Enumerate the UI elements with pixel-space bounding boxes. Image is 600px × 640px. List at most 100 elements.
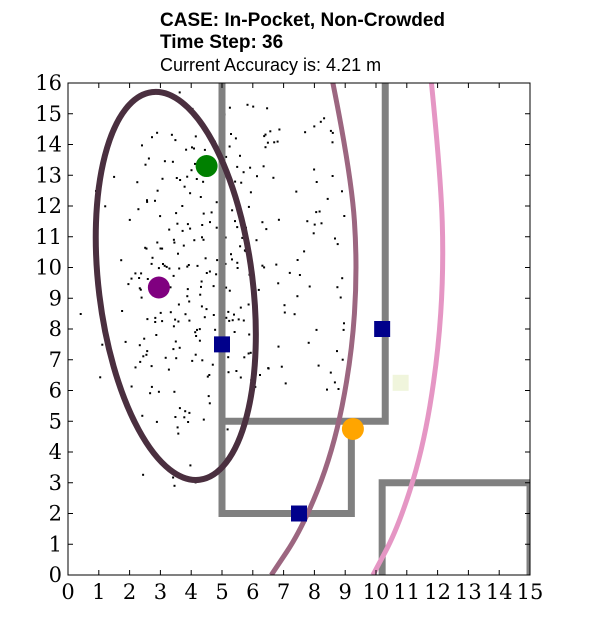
particle-point: [146, 278, 149, 280]
x-tick-label: 0: [61, 580, 74, 604]
particle-point: [225, 316, 228, 319]
x-tick-label: 3: [154, 580, 167, 604]
particle-point: [209, 221, 211, 224]
particle-point: [186, 175, 189, 178]
particle-point: [159, 215, 162, 218]
particle-point: [185, 148, 188, 151]
y-tick-label: 12: [35, 194, 62, 218]
particle-point: [194, 162, 196, 165]
particle-point: [336, 243, 339, 246]
particle-point: [298, 274, 301, 276]
particle-point: [242, 319, 245, 322]
particle-point: [184, 313, 187, 316]
particle-point: [186, 288, 189, 291]
particle-point: [201, 359, 204, 362]
particle-point: [168, 228, 171, 231]
particle-point: [184, 410, 187, 413]
particle-point: [163, 264, 166, 267]
particle-point: [188, 411, 191, 414]
particle-point: [208, 270, 211, 273]
particle-point: [177, 320, 180, 323]
particle-point: [172, 348, 175, 351]
particle-point: [243, 356, 246, 359]
purple-marker: [147, 276, 170, 299]
particle-point: [202, 212, 205, 215]
wall-main-corridor: [218, 83, 389, 425]
particle-point: [329, 129, 332, 132]
particle-point: [198, 328, 201, 331]
particle-point: [234, 220, 236, 223]
particle-point: [312, 232, 315, 235]
particle-point: [145, 353, 148, 356]
particle-point: [252, 105, 255, 108]
particle-point: [175, 177, 178, 179]
particle-point: [172, 238, 175, 241]
particle-point: [333, 381, 336, 384]
particle-point: [230, 253, 232, 256]
particle-point: [288, 271, 291, 274]
particle-point: [150, 385, 153, 388]
particle-point: [174, 318, 177, 321]
green-marker: [195, 155, 218, 178]
y-tick-label: 14: [35, 133, 62, 157]
plot-area: [79, 83, 530, 575]
particle-point: [236, 226, 239, 229]
particle-point: [296, 295, 299, 298]
particle-point: [236, 261, 239, 264]
arc-mauve: [269, 83, 359, 575]
particle-point: [186, 295, 189, 298]
particle-point: [163, 160, 166, 163]
particle-point: [146, 200, 149, 203]
particle-point: [315, 328, 318, 331]
particle-point: [331, 131, 334, 134]
particle-point: [215, 226, 218, 229]
y-tick-label: 0: [49, 563, 62, 587]
y-tick-label: 10: [35, 256, 62, 280]
particle-point: [207, 395, 210, 398]
particle-point: [203, 148, 206, 151]
particle-point: [214, 328, 217, 331]
y-tick-label: 15: [35, 102, 62, 126]
particle-point: [280, 365, 283, 368]
particle-point: [134, 272, 137, 275]
particle-point: [187, 421, 190, 423]
particle-point: [331, 175, 334, 177]
particle-point: [308, 285, 311, 288]
y-tick-label: 13: [35, 163, 62, 187]
y-tick-label: 3: [49, 471, 62, 495]
particle-point: [304, 131, 307, 134]
particle-point: [187, 264, 190, 266]
particle-point: [264, 146, 267, 149]
arc-pink: [370, 83, 446, 575]
axes-frame: [67, 82, 531, 576]
particle-point: [200, 280, 203, 283]
x-tick-label: 10: [363, 580, 390, 604]
particle-point: [342, 328, 345, 331]
particle-point: [159, 247, 162, 250]
particle-point: [307, 341, 310, 344]
particle-point: [142, 355, 145, 358]
particle-point: [296, 259, 299, 261]
particle-point: [212, 285, 215, 288]
particle-point: [156, 131, 159, 134]
particle-point: [239, 376, 242, 379]
particle-point: [145, 247, 148, 250]
particle-point: [211, 363, 214, 366]
particle-point: [173, 390, 176, 393]
particle-point: [167, 368, 170, 371]
y-tick-label: 7: [49, 348, 62, 372]
x-tick-label: 7: [277, 580, 290, 604]
particle-point: [228, 289, 231, 292]
particle-point: [278, 128, 281, 131]
y-tick-label: 8: [49, 317, 62, 341]
particle-point: [188, 319, 191, 322]
particle-point: [168, 267, 171, 270]
particle-point: [200, 285, 202, 288]
particle-point: [178, 346, 181, 349]
particle-point: [326, 197, 329, 200]
particle-point: [239, 154, 241, 157]
uncertainty-ellipse: [92, 88, 259, 483]
particle-point: [267, 367, 270, 370]
particle-point: [175, 212, 178, 215]
title-block: CASE: In-Pocket, Non-Crowded Time Step: …: [160, 10, 445, 76]
